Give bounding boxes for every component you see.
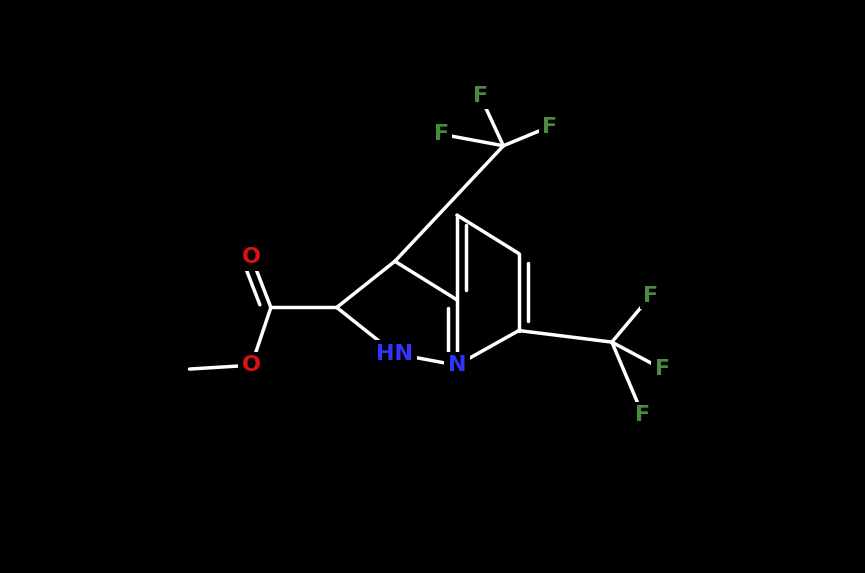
Text: F: F	[542, 116, 557, 136]
Text: F: F	[655, 359, 670, 379]
Text: F: F	[472, 86, 488, 105]
Text: F: F	[643, 286, 658, 306]
Text: F: F	[434, 124, 449, 144]
Text: O: O	[242, 248, 261, 268]
Text: F: F	[635, 405, 650, 425]
Text: O: O	[242, 355, 261, 375]
Text: HN: HN	[376, 344, 413, 364]
Text: N: N	[447, 355, 466, 375]
